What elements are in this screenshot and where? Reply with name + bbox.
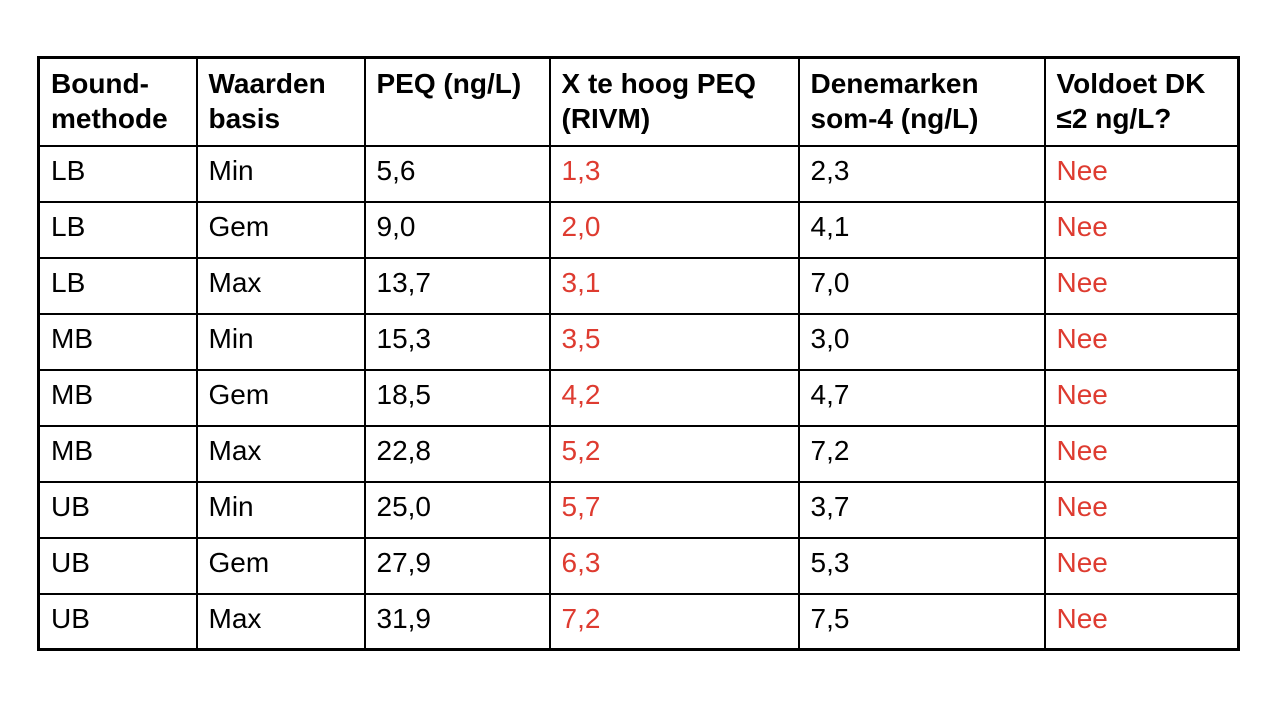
cell-voldoet-dk: Nee bbox=[1043, 144, 1240, 203]
cell-waarden-basis: Gem bbox=[195, 536, 366, 595]
table-row: UB Min 25,0 5,7 3,7 Nee bbox=[37, 480, 1240, 539]
cell-x-te-hoog-peq: 6,3 bbox=[548, 536, 800, 595]
cell-x-te-hoog-peq: 2,0 bbox=[548, 200, 800, 259]
cell-peq: 15,3 bbox=[363, 312, 551, 371]
peq-results-table: Bound- methode Waarden basis PEQ (ng/L) … bbox=[37, 56, 1240, 651]
cell-peq: 27,9 bbox=[363, 536, 551, 595]
cell-bound-methode: LB bbox=[37, 200, 198, 259]
table-row: MB Gem 18,5 4,2 4,7 Nee bbox=[37, 368, 1240, 427]
cell-denemarken-som4: 2,3 bbox=[797, 144, 1046, 203]
cell-peq: 31,9 bbox=[363, 592, 551, 651]
cell-bound-methode: LB bbox=[37, 256, 198, 315]
cell-bound-methode: MB bbox=[37, 368, 198, 427]
cell-peq: 18,5 bbox=[363, 368, 551, 427]
cell-bound-methode: UB bbox=[37, 480, 198, 539]
table-row: MB Min 15,3 3,5 3,0 Nee bbox=[37, 312, 1240, 371]
cell-x-te-hoog-peq: 7,2 bbox=[548, 592, 800, 651]
table-row: LB Gem 9,0 2,0 4,1 Nee bbox=[37, 200, 1240, 259]
cell-denemarken-som4: 3,7 bbox=[797, 480, 1046, 539]
column-header-peq: PEQ (ng/L) bbox=[363, 56, 551, 147]
cell-denemarken-som4: 4,7 bbox=[797, 368, 1046, 427]
table-row: UB Max 31,9 7,2 7,5 Nee bbox=[37, 592, 1240, 651]
column-header-bound-methode: Bound- methode bbox=[37, 56, 198, 147]
cell-bound-methode: MB bbox=[37, 424, 198, 483]
cell-x-te-hoog-peq: 4,2 bbox=[548, 368, 800, 427]
table-row: LB Max 13,7 3,1 7,0 Nee bbox=[37, 256, 1240, 315]
cell-denemarken-som4: 7,2 bbox=[797, 424, 1046, 483]
cell-peq: 22,8 bbox=[363, 424, 551, 483]
cell-x-te-hoog-peq: 1,3 bbox=[548, 144, 800, 203]
cell-x-te-hoog-peq: 5,7 bbox=[548, 480, 800, 539]
column-header-denemarken-som4: Denemarken som-4 (ng/L) bbox=[797, 56, 1046, 147]
cell-x-te-hoog-peq: 3,5 bbox=[548, 312, 800, 371]
cell-voldoet-dk: Nee bbox=[1043, 256, 1240, 315]
cell-voldoet-dk: Nee bbox=[1043, 312, 1240, 371]
cell-x-te-hoog-peq: 3,1 bbox=[548, 256, 800, 315]
cell-denemarken-som4: 3,0 bbox=[797, 312, 1046, 371]
cell-waarden-basis: Gem bbox=[195, 200, 366, 259]
column-header-waarden-basis: Waarden basis bbox=[195, 56, 366, 147]
cell-waarden-basis: Min bbox=[195, 480, 366, 539]
cell-voldoet-dk: Nee bbox=[1043, 424, 1240, 483]
cell-denemarken-som4: 5,3 bbox=[797, 536, 1046, 595]
column-header-x-te-hoog-peq: X te hoog PEQ (RIVM) bbox=[548, 56, 800, 147]
cell-denemarken-som4: 4,1 bbox=[797, 200, 1046, 259]
cell-waarden-basis: Min bbox=[195, 312, 366, 371]
cell-waarden-basis: Max bbox=[195, 424, 366, 483]
cell-peq: 25,0 bbox=[363, 480, 551, 539]
cell-waarden-basis: Max bbox=[195, 592, 366, 651]
cell-voldoet-dk: Nee bbox=[1043, 368, 1240, 427]
cell-waarden-basis: Gem bbox=[195, 368, 366, 427]
cell-voldoet-dk: Nee bbox=[1043, 200, 1240, 259]
cell-peq: 9,0 bbox=[363, 200, 551, 259]
table-row: MB Max 22,8 5,2 7,2 Nee bbox=[37, 424, 1240, 483]
cell-bound-methode: UB bbox=[37, 536, 198, 595]
cell-voldoet-dk: Nee bbox=[1043, 480, 1240, 539]
cell-x-te-hoog-peq: 5,2 bbox=[548, 424, 800, 483]
cell-bound-methode: MB bbox=[37, 312, 198, 371]
cell-denemarken-som4: 7,5 bbox=[797, 592, 1046, 651]
cell-voldoet-dk: Nee bbox=[1043, 536, 1240, 595]
column-header-voldoet-dk: Voldoet DK ≤2 ng/L? bbox=[1043, 56, 1240, 147]
table-row: UB Gem 27,9 6,3 5,3 Nee bbox=[37, 536, 1240, 595]
cell-denemarken-som4: 7,0 bbox=[797, 256, 1046, 315]
cell-peq: 5,6 bbox=[363, 144, 551, 203]
cell-voldoet-dk: Nee bbox=[1043, 592, 1240, 651]
cell-peq: 13,7 bbox=[363, 256, 551, 315]
cell-waarden-basis: Max bbox=[195, 256, 366, 315]
cell-bound-methode: LB bbox=[37, 144, 198, 203]
cell-waarden-basis: Min bbox=[195, 144, 366, 203]
table-body: LB Min 5,6 1,3 2,3 Nee LB Gem 9,0 2,0 4,… bbox=[37, 144, 1240, 651]
table-row: LB Min 5,6 1,3 2,3 Nee bbox=[37, 144, 1240, 203]
table-header-row: Bound- methode Waarden basis PEQ (ng/L) … bbox=[37, 56, 1240, 147]
cell-bound-methode: UB bbox=[37, 592, 198, 651]
